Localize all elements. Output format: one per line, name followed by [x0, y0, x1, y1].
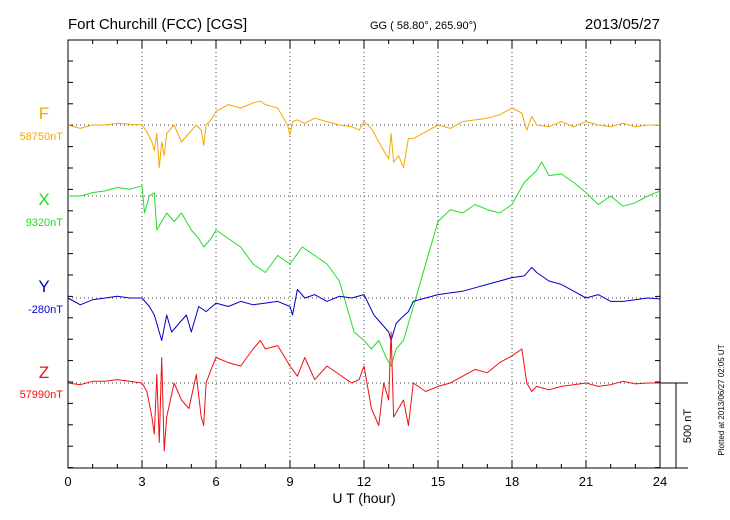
x-tick-labels: 0 3 6 9 12 15 18 21 24	[64, 474, 667, 489]
x-tick-label: 0	[64, 474, 71, 489]
series-baseline-x: 9320nT	[26, 217, 64, 229]
x-tick-label: 12	[357, 474, 371, 489]
x-tick-label: 24	[653, 474, 667, 489]
axis-ticks	[67, 40, 661, 469]
x-tick-label: 21	[579, 474, 593, 489]
x-tick-label: 3	[138, 474, 145, 489]
scale-bar-label: 500 nT	[682, 409, 694, 444]
x-tick-label: 9	[286, 474, 293, 489]
series-line-y	[67, 266, 661, 341]
series-line-z	[67, 331, 660, 452]
x-tick-label: 6	[212, 474, 219, 489]
x-axis-label: U T (hour)	[332, 490, 395, 506]
series-name-y: Y	[38, 277, 49, 296]
coordinates-label: GG ( 58.80°, 265.90°)	[370, 20, 477, 32]
station-title: Fort Churchill (FCC) [CGS]	[68, 16, 247, 33]
x-tick-label: 15	[431, 474, 445, 489]
series-name-z: Z	[39, 363, 49, 382]
series-labels: F 58750nT X 9320nT Y -280nT Z 57990nT	[20, 104, 64, 401]
series-name-x: X	[38, 190, 49, 209]
scale-bar: 500 nT	[660, 382, 694, 469]
series-baseline-f: 58750nT	[20, 131, 64, 143]
date-label: 2013/05/27	[585, 16, 660, 33]
grid-lines	[68, 40, 660, 468]
series-name-f: F	[39, 104, 49, 123]
series-baseline-z: 57990nT	[20, 389, 64, 401]
series-lines	[67, 100, 661, 452]
series-line-f	[67, 100, 660, 168]
series-line-x	[68, 161, 661, 367]
series-baseline-y: -280nT	[28, 304, 63, 316]
plotted-at-note: Plotted at 2013/06/27 02:05 UT	[717, 344, 726, 455]
x-tick-label: 18	[505, 474, 519, 489]
